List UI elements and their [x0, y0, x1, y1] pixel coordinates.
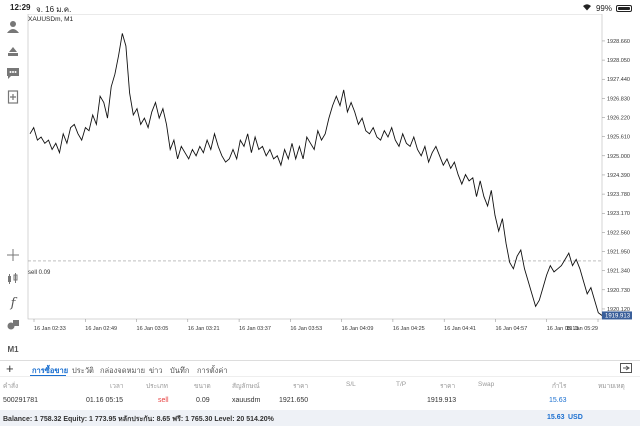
col-comment: หมายเหตุ	[598, 383, 625, 390]
x-tick-label: 16 Jan 04:25	[393, 326, 425, 332]
chart-canvas[interactable]: 1928.660 1928.050 1927.440 1926.830 1926.220…	[26, 13, 640, 344]
tab-mailbox[interactable]: กล่องจดหมาย	[100, 366, 146, 375]
y-tick-label: 1922.560	[607, 230, 630, 236]
x-tick-label: 16 Jan 04:57	[495, 326, 527, 332]
chart-symbol: XAUUSDm, M1	[28, 16, 74, 23]
tab-journal[interactable]: บันทึก	[170, 366, 190, 375]
order-id: 500291781	[3, 397, 39, 404]
battery-icon	[616, 4, 632, 12]
timeframe-button[interactable]: M1	[7, 344, 19, 354]
col-type: ประเภท	[146, 383, 168, 390]
x-tick-label: 16 Jan 03:53	[290, 326, 322, 332]
order-profit: 15.63	[549, 397, 567, 404]
balance-bar: Balance: 1 758.32 Equity: 1 773.95 หลักป…	[0, 410, 640, 426]
col-current-price: ราคา	[440, 383, 456, 390]
x-tick-label: 16 Jan 03:05	[137, 326, 169, 332]
chat-icon[interactable]	[4, 64, 22, 82]
status-date: จ. 16 ม.ค.	[36, 5, 72, 14]
y-tick-label: 1924.390	[607, 173, 630, 179]
add-icon[interactable]: +	[6, 361, 14, 376]
y-tick-label: 1927.440	[607, 77, 630, 83]
current-price-label: 1919.913	[605, 313, 631, 319]
order-open-price: 1921.650	[279, 397, 309, 404]
y-tick-label: 1920.120	[607, 307, 630, 313]
battery-percent: 99%	[595, 3, 612, 13]
account-currency: USD	[568, 414, 583, 421]
x-tick-label: 16 Jan 05:29	[566, 326, 598, 332]
x-tick-label: 16 Jan 05:13	[547, 326, 579, 332]
price-chart[interactable]: 1928.660 1928.050 1927.440 1926.830 1926.220…	[26, 13, 640, 344]
status-time: 12:29	[10, 3, 31, 12]
order-symbol: xauusdm	[232, 397, 261, 404]
y-tick-label: 1928.050	[607, 58, 630, 64]
y-tick-label: 1926.220	[607, 116, 630, 122]
x-tick-label: 16 Jan 04:41	[444, 326, 476, 332]
objects-icon[interactable]	[4, 316, 22, 334]
trade-arrows-icon[interactable]	[4, 42, 22, 60]
indicators-icon[interactable]: f	[10, 295, 16, 311]
x-tick-label: 16 Jan 04:09	[342, 326, 374, 332]
expand-panel-icon[interactable]	[620, 363, 632, 376]
col-symbol: สัญลักษณ์	[232, 383, 260, 390]
x-tick-label: 16 Jan 02:33	[34, 326, 66, 332]
wifi-icon	[582, 3, 592, 13]
candles-icon[interactable]	[4, 270, 22, 288]
tab-settings[interactable]: การตั้งค่า	[197, 366, 228, 375]
account-summary: Balance: 1 758.32 Equity: 1 773.95 หลักป…	[3, 416, 274, 423]
y-tick-label: 1920.730	[607, 288, 630, 294]
tab-history[interactable]: ประวัติ	[72, 366, 94, 375]
plot-frame	[27, 13, 603, 320]
price-series-line	[29, 33, 603, 316]
col-sl: S/L	[346, 381, 356, 388]
col-price: ราคา	[293, 383, 309, 390]
status-bar: 12:29 จ. 16 ม.ค. 99%	[0, 0, 640, 14]
new-order-icon[interactable]	[4, 88, 22, 106]
crosshair-icon[interactable]	[4, 246, 22, 264]
y-tick-label: 1921.950	[607, 250, 630, 256]
col-swap: Swap	[478, 381, 495, 388]
y-tick-label: 1928.660	[607, 39, 630, 45]
terminal-toolbar: + การซื้อขาย ประวัติ กล่องจดหมาย ข่าว บั…	[0, 360, 640, 377]
order-time: 01.16 05:15	[86, 397, 123, 404]
tab-news[interactable]: ข่าว	[149, 366, 163, 375]
chart-sidebar: f M1	[0, 14, 26, 360]
y-tick-label: 1923.780	[607, 192, 630, 198]
col-time: เวลา	[110, 383, 124, 390]
order-current-price: 1919.913	[427, 397, 457, 404]
x-tick-label: 16 Jan 03:21	[188, 326, 220, 332]
col-profit: กำไร	[552, 383, 567, 390]
account-icon[interactable]	[4, 18, 22, 36]
y-tick-label: 1925.000	[607, 154, 630, 160]
x-tick-label: 16 Jan 02:49	[85, 326, 117, 332]
orders-table-header: คำสั่ง เวลา ประเภท ขนาด สัญลักษณ์ ราคา S…	[0, 376, 640, 391]
y-tick-label: 1923.170	[607, 211, 630, 217]
table-row[interactable]: 500291781 01.16 05:15 sell 0.09 xauusdm …	[0, 390, 640, 410]
sell-line-label: sell 0.09	[28, 270, 51, 276]
order-type: sell	[158, 397, 169, 404]
order-size: 0.09	[196, 397, 210, 404]
y-tick-label: 1925.610	[607, 135, 630, 141]
tab-trade[interactable]: การซื้อขาย	[32, 366, 69, 375]
y-tick-label: 1921.340	[607, 269, 630, 275]
current-price-tag	[602, 311, 632, 320]
y-tick-label: 1926.830	[607, 96, 630, 102]
col-order: คำสั่ง	[3, 383, 19, 390]
x-tick-label: 16 Jan 03:37	[239, 326, 271, 332]
col-tp: T/P	[396, 381, 407, 388]
total-profit: 15.63	[547, 414, 565, 421]
col-size: ขนาด	[194, 383, 211, 390]
